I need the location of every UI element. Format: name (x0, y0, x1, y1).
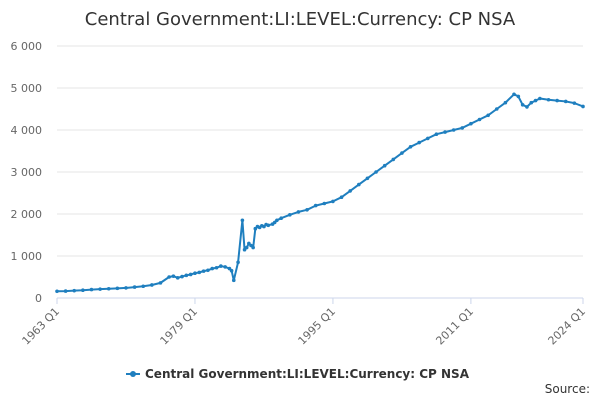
data-point[interactable] (546, 97, 551, 102)
data-point[interactable] (184, 273, 189, 278)
source-label: Source: (545, 382, 590, 396)
data-point[interactable] (279, 216, 284, 220)
data-point[interactable] (188, 272, 193, 277)
data-point[interactable] (167, 275, 171, 279)
x-axis-tick-labels: 1963 Q1 1979 Q1 1995 Q1 2011 Q1 2024 Q1 (20, 298, 589, 348)
legend-marker-symbol (130, 371, 136, 377)
data-point[interactable] (322, 201, 327, 206)
legend[interactable]: Central Government:LI:LEVEL:Currency: CP… (126, 367, 470, 381)
y-axis-tick-labels: 0 1 000 2 000 3 000 4 000 5 000 6 000 (11, 40, 43, 305)
data-point[interactable] (98, 287, 102, 291)
data-point[interactable] (89, 287, 94, 292)
data-point[interactable] (206, 268, 210, 273)
gridlines (57, 45, 583, 257)
data-point[interactable] (288, 213, 292, 217)
data-point[interactable] (516, 94, 521, 99)
data-point[interactable] (106, 286, 111, 291)
data-point[interactable] (382, 163, 387, 168)
data-point[interactable] (124, 286, 128, 290)
data-point[interactable] (223, 265, 227, 269)
data-point[interactable] (417, 140, 421, 145)
series-group (55, 92, 585, 294)
data-point[interactable] (193, 271, 197, 276)
data-point[interactable] (365, 176, 370, 181)
x-tick-label: 1979 Q1 (158, 305, 201, 348)
data-point[interactable] (63, 289, 68, 293)
data-point[interactable] (460, 126, 465, 130)
data-point[interactable] (348, 189, 352, 193)
data-point[interactable] (339, 195, 344, 199)
data-point[interactable] (494, 107, 499, 111)
y-tick-label: 2 000 (11, 208, 43, 221)
data-point[interactable] (197, 270, 202, 275)
data-point[interactable] (408, 145, 413, 149)
data-point[interactable] (563, 99, 568, 104)
data-point[interactable] (451, 128, 456, 132)
data-point[interactable] (214, 265, 219, 270)
data-point[interactable] (231, 278, 236, 283)
data-point[interactable] (313, 203, 318, 208)
x-tick-label: 2011 Q1 (433, 305, 476, 348)
data-point[interactable] (357, 182, 361, 187)
data-point[interactable] (538, 96, 542, 101)
data-point[interactable] (158, 281, 163, 285)
data-point[interactable] (81, 288, 85, 293)
data-point[interactable] (400, 151, 404, 155)
data-point[interactable] (171, 274, 176, 278)
data-point[interactable] (251, 245, 255, 250)
data-point[interactable] (374, 170, 378, 174)
data-point[interactable] (434, 132, 439, 136)
data-point[interactable] (512, 92, 516, 97)
data-point[interactable] (555, 98, 559, 103)
data-point[interactable] (525, 105, 529, 109)
y-tick-label: 1 000 (11, 250, 43, 263)
y-tick-label: 3 000 (11, 166, 43, 179)
data-point[interactable] (229, 268, 234, 273)
legend-label: Central Government:LI:LEVEL:Currency: CP… (145, 367, 470, 381)
data-point[interactable] (55, 289, 59, 294)
data-point[interactable] (244, 245, 249, 250)
data-point[interactable] (425, 136, 430, 141)
data-point[interactable] (240, 218, 245, 223)
x-tick-label: 2024 Q1 (546, 305, 589, 348)
y-tick-label: 0 (35, 292, 42, 305)
x-tick-label: 1995 Q1 (296, 305, 339, 348)
data-point[interactable] (115, 286, 120, 291)
data-point[interactable] (305, 208, 309, 212)
data-point[interactable] (72, 288, 77, 293)
y-tick-label: 6 000 (11, 40, 43, 53)
data-point[interactable] (210, 266, 215, 271)
data-point[interactable] (201, 269, 206, 273)
data-point[interactable] (236, 260, 240, 265)
data-point[interactable] (296, 210, 301, 214)
data-point[interactable] (180, 274, 184, 279)
y-tick-label: 5 000 (11, 82, 43, 95)
data-point[interactable] (150, 283, 154, 287)
series-line[interactable] (56, 93, 584, 293)
data-point[interactable] (175, 276, 180, 280)
data-point[interactable] (520, 103, 525, 107)
data-point[interactable] (529, 100, 534, 105)
data-point[interactable] (266, 223, 271, 228)
data-point[interactable] (572, 101, 577, 105)
data-point[interactable] (469, 121, 473, 126)
data-point[interactable] (443, 130, 447, 134)
data-point[interactable] (132, 285, 137, 289)
data-point[interactable] (141, 284, 146, 289)
chart-title: Central Government:LI:LEVEL:Currency: CP… (85, 9, 516, 30)
y-tick-label: 4 000 (11, 124, 43, 137)
x-tick-label: 1963 Q1 (20, 305, 63, 348)
data-point[interactable] (486, 113, 490, 118)
data-point[interactable] (503, 100, 508, 105)
data-point[interactable] (533, 98, 538, 103)
data-point[interactable] (331, 199, 335, 204)
data-point[interactable] (275, 218, 279, 223)
data-point[interactable] (477, 117, 482, 122)
data-point[interactable] (391, 157, 396, 162)
data-point[interactable] (581, 104, 585, 109)
data-point[interactable] (219, 264, 223, 268)
